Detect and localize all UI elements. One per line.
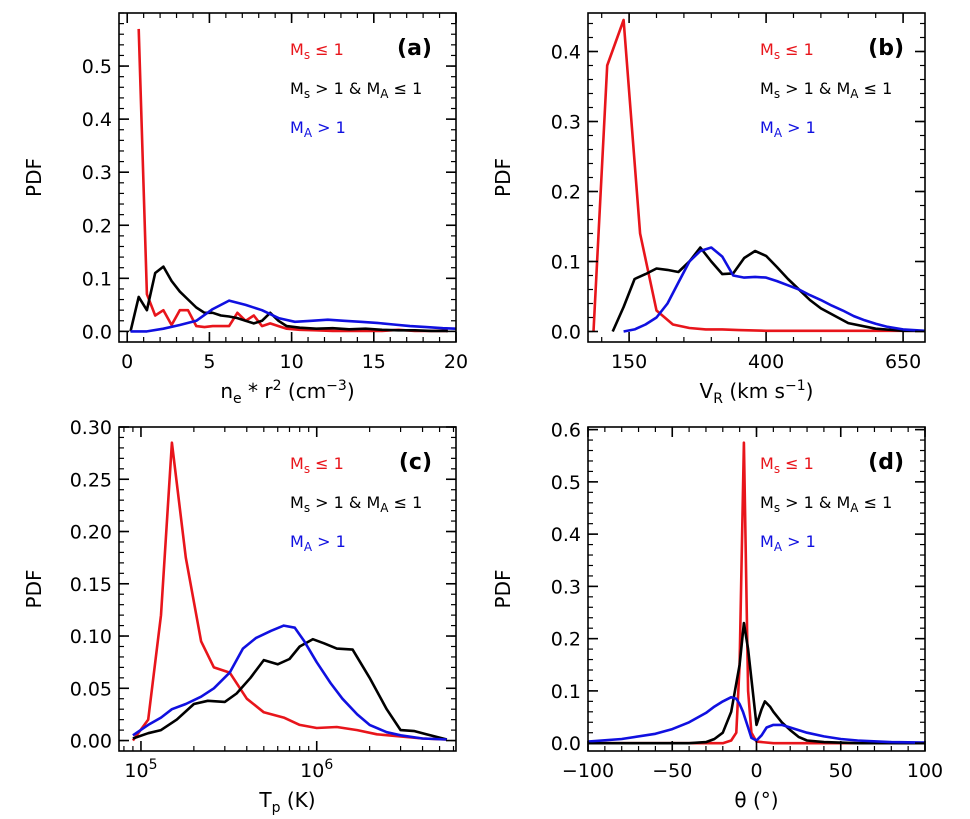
legend: Ms ≤ 1 Ms > 1 & MA ≤ 1 MA > 1 (760, 40, 892, 140)
legend-entry-red: Ms ≤ 1 (760, 454, 814, 476)
x-tick-label: 10 (280, 351, 304, 373)
y-tick-label: 0.2 (551, 629, 581, 651)
y-tick-label: 0.25 (70, 469, 112, 491)
x-tick-label: 150 (611, 351, 647, 373)
x-tick-label: 650 (885, 351, 921, 373)
panel-label: (a) (397, 36, 432, 61)
legend: Ms ≤ 1 Ms > 1 & MA ≤ 1 MA > 1 (290, 40, 422, 140)
legend-entry-blue: MA > 1 (290, 118, 346, 140)
x-tick-label: 15 (362, 351, 386, 373)
legend-entry-black: Ms > 1 & MA ≤ 1 (290, 493, 422, 515)
series-line-black (588, 621, 925, 745)
y-tick-label: 0.1 (551, 681, 581, 703)
y-tick-label: 0.3 (82, 162, 112, 184)
legend-entry-black: Ms > 1 & MA ≤ 1 (760, 79, 892, 101)
x-tick-label: 400 (748, 351, 784, 373)
plot-frame (118, 426, 457, 752)
legend-entry-blue: MA > 1 (290, 532, 346, 554)
legend-entry-blue: MA > 1 (760, 532, 816, 554)
x-axis-label: Tp (K) (258, 788, 315, 816)
y-tick-label: 0.4 (82, 109, 112, 131)
x-tick-label: −100 (562, 760, 614, 782)
series-line-black (129, 265, 448, 333)
legend-entry-red: Ms ≤ 1 (760, 40, 814, 62)
y-tick-label: 0.3 (551, 112, 581, 134)
x-tick-label: 0 (121, 351, 133, 373)
x-tick-label: −50 (652, 760, 692, 782)
y-tick-label: 0.4 (551, 524, 581, 546)
x-tick-label: 20 (444, 351, 468, 373)
legend-entry-black: Ms > 1 & MA ≤ 1 (760, 493, 892, 515)
series-line-black (611, 246, 925, 333)
x-tick-label: 105 (124, 757, 157, 782)
x-axis-label: VR (km s−1) (700, 378, 814, 407)
x-tick-label: 5 (203, 351, 215, 373)
panel-b: 150 400 650 0.0 0.1 0.2 0.3 0.4 PDF VR (km s−1) (b… (491, 12, 926, 407)
y-tick-label: 0.10 (70, 626, 112, 648)
plot-frame (587, 426, 926, 752)
panel-label: (b) (868, 36, 904, 61)
y-tick-label: 0.4 (551, 42, 581, 64)
panel-label: (c) (399, 450, 432, 475)
y-tick-label: 0.20 (70, 522, 112, 544)
series-line-red (592, 18, 925, 333)
x-tick-label: 100 (907, 760, 943, 782)
plot-frame (118, 12, 457, 343)
y-tick-label: 0.0 (551, 733, 581, 755)
legend-entry-black: Ms > 1 & MA ≤ 1 (290, 79, 422, 101)
y-tick-label: 0.5 (82, 56, 112, 78)
x-axis-label: θ (°) (734, 788, 778, 812)
y-tick-label: 0.0 (551, 322, 581, 344)
panel-a: 0 5 10 15 20 0.0 0.1 0.2 0.3 0.4 0.5 PDF ne * r2 (cm… (22, 12, 468, 407)
y-tick-label: 0.30 (70, 417, 112, 439)
series-line-blue (623, 246, 925, 333)
series-line-blue (132, 624, 447, 741)
x-tick-label: 50 (829, 760, 853, 782)
series-line-red (131, 441, 447, 742)
panel-d: −100 −50 0 50 100 0.0 0.1 0.2 0.3 0.4 0.5 0.6 PDF θ (… (491, 420, 943, 812)
y-tick-label: 0.2 (82, 215, 112, 237)
y-tick-label: 0.05 (70, 678, 112, 700)
y-tick-label: 0.5 (551, 472, 581, 494)
y-axis-label: PDF (22, 158, 46, 197)
series-line-black (132, 637, 448, 741)
y-tick-label: 0.1 (551, 252, 581, 274)
x-tick-label: 106 (300, 757, 333, 782)
series-line-red (588, 441, 925, 745)
y-tick-label: 0.3 (551, 576, 581, 598)
legend: Ms ≤ 1 Ms > 1 & MA ≤ 1 MA > 1 (760, 454, 892, 554)
y-tick-label: 0.1 (82, 268, 112, 290)
x-tick-label: 0 (750, 760, 762, 782)
x-axis-label: ne * r2 (cm−3) (220, 378, 354, 407)
y-tick-label: 0.2 (551, 182, 581, 204)
series-line-red (137, 28, 448, 333)
panel-c: 105 106 0.00 0.05 0.10 0.15 0.20 0.25 0.30 PDF Tp … (22, 417, 457, 816)
y-axis-label: PDF (491, 158, 515, 197)
series-line-blue (130, 299, 456, 333)
series-line-blue (588, 695, 925, 744)
y-tick-label: 0.00 (70, 731, 112, 753)
y-tick-label: 0.15 (70, 574, 112, 596)
panel-label: (d) (868, 450, 904, 475)
y-axis-label: PDF (22, 570, 46, 609)
legend-entry-blue: MA > 1 (760, 118, 816, 140)
plot-frame (587, 12, 926, 343)
y-tick-label: 0.6 (551, 420, 581, 442)
y-tick-label: 0.0 (82, 321, 112, 343)
y-axis-label: PDF (491, 570, 515, 609)
legend: Ms ≤ 1 Ms > 1 & MA ≤ 1 MA > 1 (290, 454, 422, 554)
legend-entry-red: Ms ≤ 1 (290, 40, 344, 62)
legend-entry-red: Ms ≤ 1 (290, 454, 344, 476)
